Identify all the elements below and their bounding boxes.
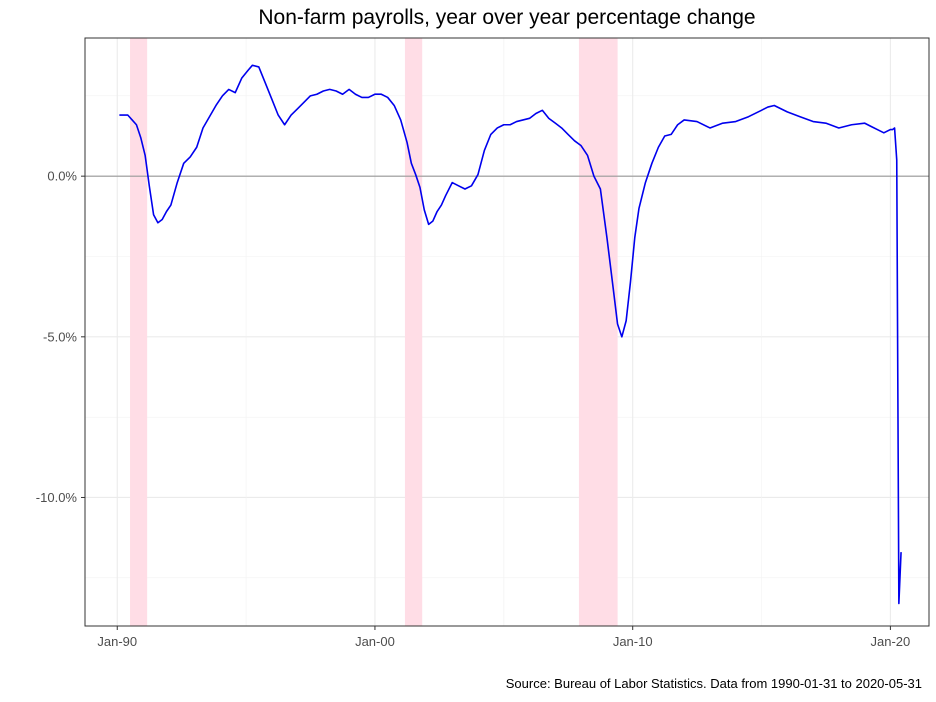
recession-bands: [130, 38, 618, 626]
x-axis: Jan-90 Jan-00 Jan-10 Jan-20: [97, 626, 910, 649]
plot-border: [84, 37, 930, 627]
series-line: [119, 64, 902, 605]
chart-title: Non-farm payrolls, year over year percen…: [258, 6, 756, 29]
y-axis: 0.0% -5.0% -10.0%: [36, 169, 85, 505]
grid-lines: [85, 38, 929, 626]
y-tick-label: -10.0%: [36, 490, 78, 505]
recession-band: [130, 38, 148, 626]
x-tick-label: Jan-90: [97, 634, 137, 649]
x-tick-label: Jan-00: [355, 634, 395, 649]
x-tick-label: Jan-10: [613, 634, 653, 649]
series-line-path: [119, 64, 902, 605]
recession-band: [578, 38, 618, 626]
y-tick-label: -5.0%: [43, 329, 77, 344]
x-tick-label: Jan-20: [871, 634, 911, 649]
recession-band: [404, 38, 423, 626]
plot-panel: [85, 38, 929, 626]
y-tick-label: 0.0%: [47, 169, 77, 184]
chart-caption: Source: Bureau of Labor Statistics. Data…: [505, 676, 922, 691]
